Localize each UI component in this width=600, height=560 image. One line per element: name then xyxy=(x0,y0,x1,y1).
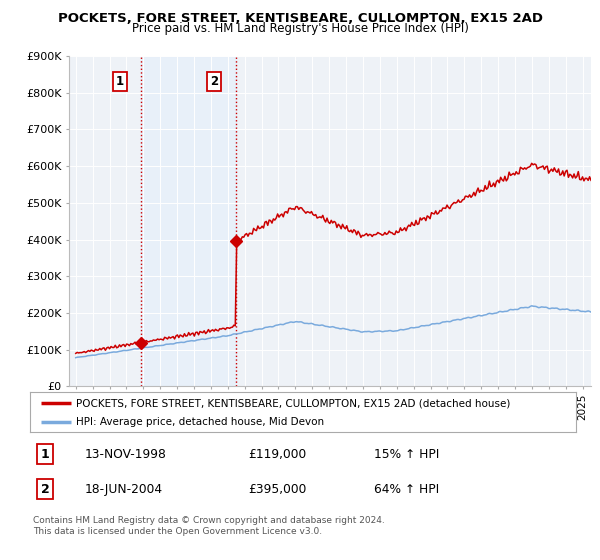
Text: 2: 2 xyxy=(210,75,218,88)
Text: 18-JUN-2004: 18-JUN-2004 xyxy=(85,483,163,496)
Text: 2: 2 xyxy=(41,483,50,496)
Text: 1: 1 xyxy=(116,75,124,88)
Text: 1: 1 xyxy=(41,448,50,461)
Text: 13-NOV-1998: 13-NOV-1998 xyxy=(85,448,166,461)
Text: Price paid vs. HM Land Registry's House Price Index (HPI): Price paid vs. HM Land Registry's House … xyxy=(131,22,469,35)
Bar xyxy=(141,56,236,386)
Text: 15% ↑ HPI: 15% ↑ HPI xyxy=(374,448,439,461)
Text: £395,000: £395,000 xyxy=(248,483,307,496)
Text: Contains HM Land Registry data © Crown copyright and database right 2024.
This d: Contains HM Land Registry data © Crown c… xyxy=(33,516,385,536)
Text: HPI: Average price, detached house, Mid Devon: HPI: Average price, detached house, Mid … xyxy=(76,417,325,427)
Text: 64% ↑ HPI: 64% ↑ HPI xyxy=(374,483,439,496)
Text: POCKETS, FORE STREET, KENTISBEARE, CULLOMPTON, EX15 2AD (detached house): POCKETS, FORE STREET, KENTISBEARE, CULLO… xyxy=(76,398,511,408)
Text: POCKETS, FORE STREET, KENTISBEARE, CULLOMPTON, EX15 2AD: POCKETS, FORE STREET, KENTISBEARE, CULLO… xyxy=(58,12,542,25)
Text: £119,000: £119,000 xyxy=(248,448,307,461)
